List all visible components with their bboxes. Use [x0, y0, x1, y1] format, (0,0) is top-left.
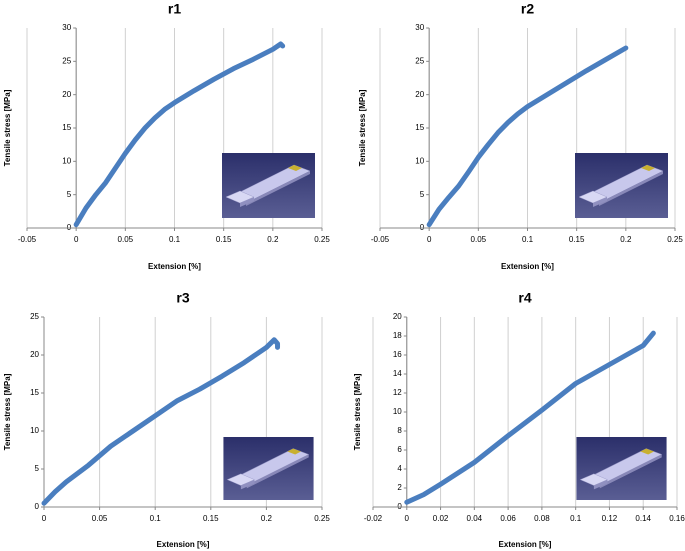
x-tick-label: 0.05 — [471, 235, 487, 244]
y-axis-label: Tensile stress [MPa] — [3, 373, 12, 450]
y-tick-label: 20 — [62, 90, 71, 99]
x-tick-label: 0 — [405, 514, 410, 523]
x-tick-label: 0.1 — [150, 514, 162, 523]
x-tick-label: 0.2 — [267, 235, 279, 244]
chart-title: r3 — [176, 290, 189, 306]
x-tick-label: 0.15 — [569, 235, 585, 244]
y-tick-label: 8 — [397, 426, 402, 435]
x-tick-label: 0.25 — [314, 235, 330, 244]
x-tick-label: 0 — [42, 514, 47, 523]
y-tick-label: 4 — [397, 464, 402, 473]
x-tick-label: 0.02 — [433, 514, 449, 523]
y-tick-label: 10 — [415, 156, 424, 165]
x-tick-label: 0.04 — [467, 514, 483, 523]
y-tick-label: 6 — [397, 445, 402, 454]
y-axis-label: Tensile stress [MPa] — [3, 89, 12, 166]
specimen-inset — [575, 437, 668, 500]
x-tick-label: -0.05 — [371, 235, 390, 244]
y-tick-label: 25 — [415, 56, 424, 65]
chart-title: r2 — [521, 1, 534, 17]
data-line — [73, 41, 286, 228]
data-line — [41, 337, 281, 506]
y-axis-label: Tensile stress [MPa] — [353, 373, 362, 450]
x-axis-label: Extension [%] — [148, 262, 201, 271]
y-tick-label: 14 — [393, 369, 402, 378]
y-tick-label: 25 — [30, 312, 39, 321]
x-tick-label: 0.12 — [602, 514, 618, 523]
y-tick-label: 15 — [30, 388, 39, 397]
data-line — [426, 45, 629, 228]
x-tick-label: 0.08 — [534, 514, 550, 523]
x-tick-label: 0.1 — [570, 514, 582, 523]
x-tick-label: 0.14 — [635, 514, 651, 523]
y-tick-label: 10 — [30, 426, 39, 435]
x-tick-label: 0.1 — [522, 235, 534, 244]
y-tick-label: 15 — [62, 123, 71, 132]
y-tick-label: 30 — [415, 23, 424, 32]
x-tick-label: 0.05 — [92, 514, 108, 523]
y-tick-label: 15 — [415, 123, 424, 132]
y-tick-label: 5 — [35, 464, 40, 473]
x-tick-label: 0.15 — [203, 514, 219, 523]
y-tick-label: 18 — [393, 331, 402, 340]
y-tick-label: 30 — [62, 23, 71, 32]
data-line — [404, 330, 656, 505]
specimen-inset — [575, 153, 668, 218]
x-tick-label: 0.2 — [620, 235, 632, 244]
x-tick-label: 0.2 — [261, 514, 273, 523]
y-tick-label: 12 — [393, 388, 402, 397]
x-tick-label: 0.15 — [216, 235, 232, 244]
y-tick-label: 0 — [35, 502, 40, 511]
y-tick-label: 5 — [67, 190, 72, 199]
x-tick-label: 0 — [74, 235, 79, 244]
chart-title: r1 — [168, 1, 181, 17]
y-tick-label: 20 — [415, 90, 424, 99]
specimen-inset — [222, 153, 315, 218]
x-tick-label: -0.02 — [364, 514, 383, 523]
x-tick-label: 0.25 — [314, 514, 330, 523]
x-axis-label: Extension [%] — [499, 540, 552, 549]
x-tick-label: 0.25 — [667, 235, 683, 244]
x-tick-label: 0.05 — [118, 235, 134, 244]
y-tick-label: 20 — [393, 312, 402, 321]
x-tick-label: 0.16 — [669, 514, 685, 523]
y-tick-label: 10 — [393, 407, 402, 416]
y-tick-label: 10 — [62, 156, 71, 165]
y-tick-label: 2 — [397, 483, 402, 492]
specimen-inset — [222, 437, 315, 500]
x-tick-label: 0.1 — [169, 235, 181, 244]
y-tick-label: 25 — [62, 56, 71, 65]
chart-title: r4 — [518, 290, 531, 306]
y-axis-label: Tensile stress [MPa] — [358, 89, 367, 166]
x-tick-label: 0.06 — [500, 514, 516, 523]
x-axis-label: Extension [%] — [157, 540, 210, 549]
y-tick-label: 16 — [393, 350, 402, 359]
y-tick-label: 5 — [420, 190, 425, 199]
x-tick-label: -0.05 — [18, 235, 37, 244]
x-tick-label: 0 — [427, 235, 432, 244]
y-tick-label: 20 — [30, 350, 39, 359]
x-axis-label: Extension [%] — [501, 262, 554, 271]
